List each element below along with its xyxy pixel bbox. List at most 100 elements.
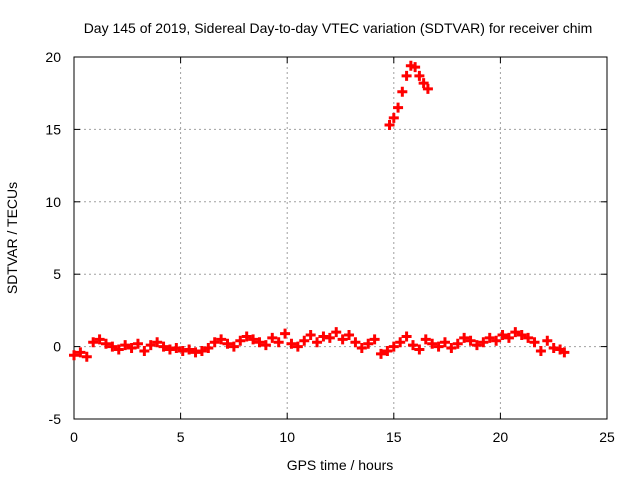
y-axis-label: SDTVAR / TECUs — [4, 182, 20, 294]
data-point — [235, 335, 246, 346]
data-point — [184, 344, 195, 355]
data-point-marker — [184, 344, 195, 355]
data-point — [376, 348, 387, 359]
data-point-marker — [446, 343, 457, 354]
data-point-marker — [209, 337, 220, 348]
data-point-marker — [75, 347, 86, 358]
data-point — [75, 347, 86, 358]
chart-title: Day 145 of 2019, Sidereal Day-to-day VTE… — [84, 20, 593, 36]
data-point — [248, 334, 259, 345]
data-point — [203, 343, 214, 354]
data-point — [535, 345, 546, 356]
data-point-marker — [376, 348, 387, 359]
data-point — [510, 327, 521, 338]
x-tick-labels: 0 5 10 15 20 25 — [70, 429, 615, 445]
data-point — [491, 335, 502, 346]
data-point-marker — [139, 345, 150, 356]
data-point-marker — [356, 343, 367, 354]
data-point — [100, 338, 111, 349]
x-tick-label: 0 — [70, 429, 78, 445]
data-point-marker — [382, 345, 393, 356]
data-point — [397, 86, 408, 97]
data-point — [414, 70, 425, 81]
data-point-marker — [414, 70, 425, 81]
data-point-marker — [222, 338, 233, 349]
data-point — [523, 332, 534, 343]
axis-ticks — [73, 56, 608, 420]
data-point — [388, 112, 399, 123]
data-point — [273, 337, 284, 348]
data-point-marker — [535, 345, 546, 356]
data-point — [465, 335, 476, 346]
data-point — [497, 330, 508, 341]
data-point — [222, 338, 233, 349]
data-point-marker — [203, 343, 214, 354]
data-point-marker — [407, 340, 418, 351]
data-point — [260, 340, 271, 351]
data-point-marker — [459, 332, 470, 343]
data-point — [395, 337, 406, 348]
data-point-marker — [286, 338, 297, 349]
data-point-marker — [120, 340, 131, 351]
data-point — [299, 335, 310, 346]
data-point — [344, 330, 355, 341]
data-point — [529, 337, 540, 348]
data-point — [542, 335, 553, 346]
x-axis-label: GPS time / hours — [287, 457, 394, 473]
data-point-marker — [465, 335, 476, 346]
data-point — [384, 120, 395, 131]
data-point-marker — [81, 351, 92, 362]
data-point-marker — [88, 337, 99, 348]
data-point-marker — [145, 340, 156, 351]
data-point-marker — [388, 341, 399, 352]
data-point-marker — [267, 332, 278, 343]
data-point — [337, 334, 348, 345]
data-point-marker — [471, 340, 482, 351]
data-point — [516, 330, 527, 341]
data-point-marker — [503, 332, 514, 343]
data-point-marker — [433, 341, 444, 352]
data-point-marker — [401, 70, 412, 81]
data-point-marker — [337, 334, 348, 345]
data-point — [107, 341, 118, 352]
data-point — [401, 70, 412, 81]
data-point-marker — [299, 335, 310, 346]
data-point-marker — [324, 332, 335, 343]
data-point-marker — [216, 334, 227, 345]
data-point — [69, 350, 79, 361]
data-point-marker — [132, 338, 143, 349]
data-series-sdtvar — [69, 60, 570, 362]
data-point-marker — [254, 337, 265, 348]
data-point — [422, 83, 433, 94]
data-point-marker — [196, 345, 207, 356]
y-tick-labels: -5 0 5 10 15 20 — [45, 49, 61, 427]
data-point-marker — [439, 337, 450, 348]
data-point — [292, 341, 303, 352]
data-point-marker — [478, 337, 489, 348]
data-point-marker — [331, 327, 342, 338]
data-point-marker — [384, 120, 395, 131]
data-point-marker — [452, 338, 463, 349]
x-tick-label: 20 — [493, 429, 509, 445]
data-point — [559, 347, 570, 358]
grid-lines — [74, 57, 607, 419]
data-point-marker — [69, 350, 79, 361]
data-point-marker — [397, 86, 408, 97]
data-point-marker — [292, 341, 303, 352]
data-point-marker — [171, 343, 182, 354]
data-point — [452, 338, 463, 349]
data-point-marker — [516, 330, 527, 341]
data-point-marker — [418, 78, 429, 89]
data-point — [312, 337, 323, 348]
data-point-marker — [529, 337, 540, 348]
data-point-marker — [152, 337, 163, 348]
data-point-marker — [510, 327, 521, 338]
data-point — [94, 334, 105, 345]
data-point-marker — [523, 332, 534, 343]
data-point-marker — [542, 335, 553, 346]
data-point — [356, 343, 367, 354]
data-point-marker — [100, 338, 111, 349]
data-point-marker — [388, 112, 399, 123]
data-point-marker — [241, 331, 252, 342]
